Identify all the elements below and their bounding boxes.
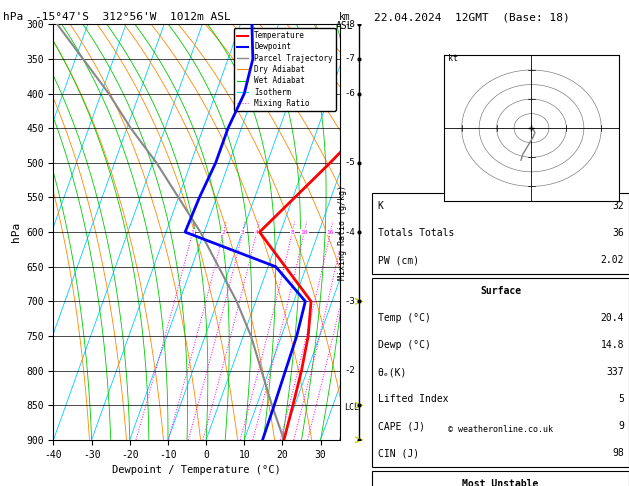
Bar [372,278,629,467]
Text: 3: 3 [241,229,245,235]
Text: ASL: ASL [336,21,353,31]
Text: 4: 4 [255,229,259,235]
Text: -3: -3 [344,297,355,306]
Text: -5: -5 [344,158,355,167]
Text: kt: kt [448,54,458,63]
Text: Most Unstable: Most Unstable [462,480,539,486]
Text: 36: 36 [612,228,624,238]
Text: 8: 8 [291,229,294,235]
Y-axis label: hPa: hPa [11,222,21,242]
Text: © weatheronline.co.uk: © weatheronline.co.uk [448,425,553,434]
Text: 98: 98 [612,448,624,458]
Text: Totals Totals: Totals Totals [377,228,454,238]
Text: hPa: hPa [3,12,23,22]
X-axis label: Dewpoint / Temperature (°C): Dewpoint / Temperature (°C) [112,465,281,475]
Text: 2.02: 2.02 [600,255,624,265]
Text: -8: -8 [344,20,355,29]
Text: 22.04.2024  12GMT  (Base: 18): 22.04.2024 12GMT (Base: 18) [374,12,570,22]
Text: Lifted Index: Lifted Index [377,394,448,404]
Text: 1: 1 [191,229,194,235]
Legend: Temperature, Dewpoint, Parcel Trajectory, Dry Adiabat, Wet Adiabat, Isotherm, Mi: Temperature, Dewpoint, Parcel Trajectory… [233,28,336,111]
Text: Temp (°C): Temp (°C) [377,313,430,323]
Text: PW (cm): PW (cm) [377,255,419,265]
Text: 16: 16 [326,229,334,235]
Bar [372,192,629,274]
Text: 9: 9 [618,421,624,432]
Text: 5: 5 [618,394,624,404]
Text: -7: -7 [344,54,355,64]
Text: CAPE (J): CAPE (J) [377,421,425,432]
Text: 32: 32 [612,201,624,211]
Text: 2: 2 [221,229,225,235]
Text: 337: 337 [606,367,624,377]
Text: 14.8: 14.8 [600,340,624,350]
Text: Surface: Surface [480,286,521,296]
Text: -15°47'S  312°56'W  1012m ASL: -15°47'S 312°56'W 1012m ASL [35,12,230,22]
Text: -4: -4 [344,227,355,237]
Text: Mixing Ratio (g/kg): Mixing Ratio (g/kg) [338,185,347,279]
Text: 10: 10 [301,229,308,235]
Text: Dewp (°C): Dewp (°C) [377,340,430,350]
Bar [372,471,629,486]
Text: km: km [339,12,350,22]
Text: K: K [377,201,384,211]
Text: CIN (J): CIN (J) [377,448,419,458]
Text: LCL: LCL [344,403,359,412]
Text: -6: -6 [344,89,355,98]
Text: -2: -2 [344,366,355,375]
Text: 20.4: 20.4 [600,313,624,323]
Text: θₑ(K): θₑ(K) [377,367,407,377]
